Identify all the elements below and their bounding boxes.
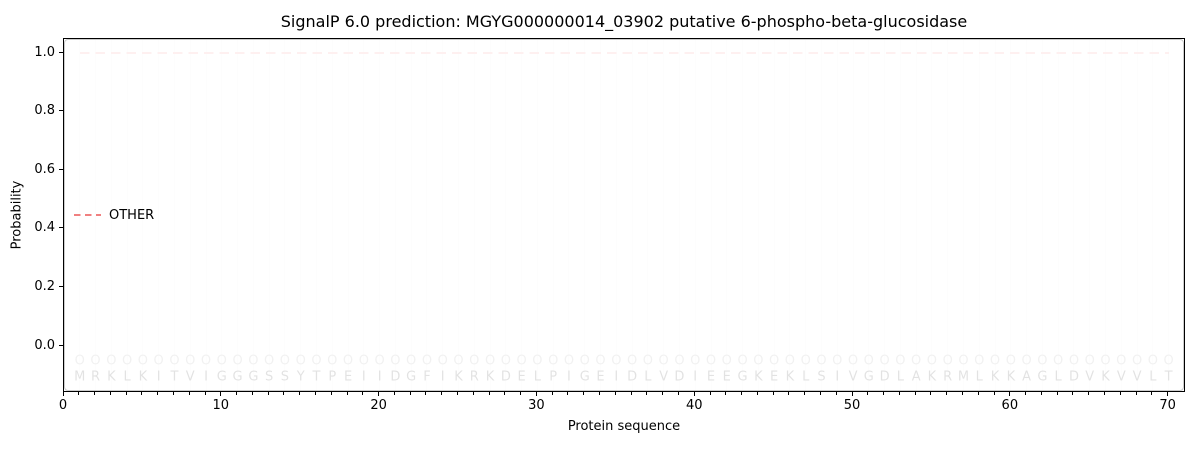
x-minor-tick	[520, 392, 522, 395]
y-tick-label: 0.4	[34, 220, 55, 236]
x-minor-tick	[1040, 392, 1042, 395]
y-tick-label: 0.2	[34, 279, 55, 294]
x-minor-tick	[883, 392, 885, 395]
x-minor-tick	[1151, 392, 1153, 395]
x-minor-tick	[646, 392, 648, 395]
x-minor-tick	[930, 392, 932, 395]
x-minor-tick	[804, 392, 806, 395]
x-minor-tick	[756, 392, 758, 395]
x-minor-tick	[267, 392, 269, 395]
x-minor-tick	[125, 392, 127, 395]
x-minor-tick	[94, 392, 96, 395]
x-minor-tick	[346, 392, 348, 395]
x-minor-tick	[1056, 392, 1058, 395]
legend-label: OTHER	[109, 207, 155, 223]
x-minor-tick	[188, 392, 190, 395]
x-tick-label: 70	[1159, 398, 1176, 413]
x-minor-tick	[157, 392, 159, 395]
x-minor-tick	[109, 392, 111, 395]
x-minor-tick	[488, 392, 490, 395]
x-tick-label: 40	[685, 398, 703, 413]
x-tick	[693, 392, 695, 396]
x-minor-tick	[1088, 392, 1090, 395]
plot-area: OOOOOOOOOOOOOOOOOOOOOOOOOOOOOOOOOOOOOOOO…	[63, 38, 1185, 392]
x-minor-tick	[299, 392, 301, 395]
y-axis-label: Probability	[9, 180, 25, 250]
x-minor-tick	[78, 392, 80, 395]
x-minor-tick	[567, 392, 569, 395]
x-tick-label: 50	[843, 398, 861, 413]
x-minor-tick	[835, 392, 837, 395]
x-tick-label: 60	[1001, 398, 1019, 413]
x-tick-label: 30	[528, 398, 545, 413]
x-minor-tick	[1104, 392, 1106, 395]
x-minor-tick	[409, 392, 411, 395]
x-minor-tick	[1025, 392, 1027, 395]
x-minor-tick	[362, 392, 364, 395]
x-minor-tick	[977, 392, 979, 395]
x-minor-tick	[330, 392, 332, 395]
x-minor-tick	[1135, 392, 1137, 395]
y-tick	[59, 344, 63, 346]
y-tick-label: 0.0	[34, 337, 55, 353]
x-minor-tick	[898, 392, 900, 395]
x-minor-tick	[1072, 392, 1074, 395]
x-minor-tick	[946, 392, 948, 395]
y-tick-label: 0.8	[34, 103, 55, 119]
x-minor-tick	[788, 392, 790, 395]
x-minor-tick	[961, 392, 963, 395]
y-tick	[59, 168, 63, 170]
x-minor-tick	[725, 392, 727, 395]
x-minor-tick	[599, 392, 601, 395]
y-tick	[59, 51, 63, 53]
x-minor-tick	[677, 392, 679, 395]
x-minor-tick	[551, 392, 553, 395]
y-tick	[59, 286, 63, 287]
x-minor-tick	[425, 392, 427, 395]
y-tick-label: 1.0	[34, 44, 55, 60]
x-minor-tick	[314, 392, 316, 395]
y-tick	[59, 110, 63, 112]
legend-dashed-line-sample	[74, 214, 101, 216]
x-minor-tick	[204, 392, 206, 395]
x-minor-tick	[741, 392, 743, 395]
x-minor-tick	[504, 392, 506, 395]
x-tick	[220, 392, 222, 396]
x-minor-tick	[251, 392, 253, 395]
x-tick	[62, 392, 64, 396]
x-minor-tick	[141, 392, 143, 395]
x-axis-label: Protein sequence	[567, 419, 681, 434]
legend: OTHER	[64, 39, 1184, 391]
y-tick	[59, 227, 63, 229]
x-tick	[535, 392, 537, 396]
x-minor-tick	[1119, 392, 1121, 395]
x-tick	[851, 392, 853, 396]
x-minor-tick	[819, 392, 821, 395]
x-minor-tick	[393, 392, 395, 395]
x-minor-tick	[867, 392, 869, 395]
x-minor-tick	[614, 392, 616, 395]
x-tick-label: 0	[58, 398, 68, 413]
x-minor-tick	[662, 392, 664, 395]
x-minor-tick	[630, 392, 632, 395]
y-tick-label: 0.6	[34, 161, 55, 177]
x-minor-tick	[236, 392, 238, 395]
x-minor-tick	[457, 392, 458, 395]
x-minor-tick	[914, 392, 916, 395]
x-minor-tick	[583, 392, 585, 395]
x-tick	[378, 392, 380, 396]
x-minor-tick	[993, 392, 995, 395]
x-minor-tick	[283, 392, 285, 395]
x-tick-label: 20	[370, 398, 387, 413]
chart-title: SignalP 6.0 prediction: MGYG000000014_03…	[280, 12, 968, 31]
x-minor-tick	[709, 392, 711, 395]
x-tick-label: 10	[212, 398, 230, 413]
x-minor-tick	[472, 392, 474, 395]
x-minor-tick	[772, 392, 774, 395]
x-minor-tick	[441, 392, 443, 395]
x-tick	[1167, 392, 1169, 396]
x-tick	[1009, 392, 1011, 396]
x-minor-tick	[172, 392, 174, 395]
